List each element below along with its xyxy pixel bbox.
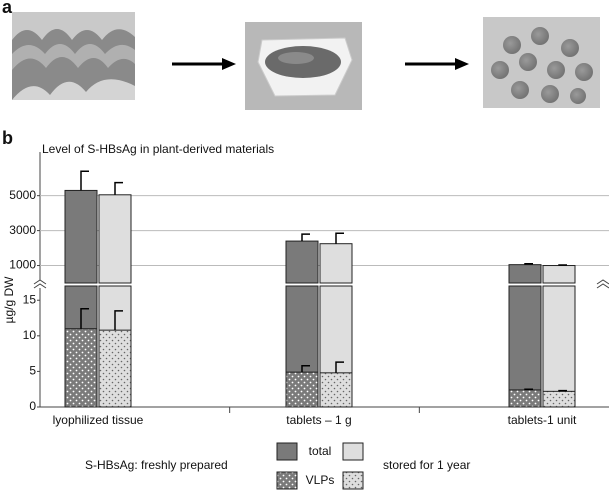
- error-bar: [80, 170, 89, 191]
- axis-break: [33, 279, 47, 289]
- y-tick-label: 3000: [9, 223, 36, 237]
- error-bar: [114, 181, 123, 195]
- y-tick-label: 5000: [9, 188, 36, 202]
- x-tick-label: tablets – 1 g: [286, 413, 351, 427]
- photo-leaves: [12, 12, 135, 100]
- panel-label: a: [2, 0, 13, 17]
- legend-row-label: VLPs: [306, 473, 335, 487]
- x-tick-label: lyophilized tissue: [53, 413, 144, 427]
- error-bar: [558, 389, 567, 392]
- legend-swatch: [342, 471, 364, 490]
- bar-vlp: [508, 389, 542, 408]
- y-axis-label: µg/g DW: [2, 276, 16, 324]
- bar-total: [542, 265, 576, 284]
- y-tick-label: 1000: [9, 258, 36, 272]
- bar-vlp: [319, 372, 353, 408]
- error-bar: [524, 263, 533, 265]
- arrow-head: [222, 58, 236, 70]
- legend-swatch: [276, 471, 298, 490]
- error-bar: [114, 310, 123, 331]
- y-tick-label: 10: [23, 328, 37, 342]
- bar-total: [508, 264, 542, 284]
- photo-tablets: [483, 17, 600, 108]
- error-bar: [301, 364, 310, 373]
- arrow-head: [455, 58, 469, 70]
- error-bar: [301, 233, 310, 242]
- error-bar: [80, 308, 89, 329]
- error-bar: [335, 361, 344, 373]
- photo-powder: [245, 22, 362, 110]
- error-bar: [558, 264, 567, 266]
- plot: 1000 3000 5000 0 5 10 15 lyophilized tissue tabl…: [9, 152, 609, 490]
- bar-vlp: [285, 371, 319, 408]
- panel-label: b: [2, 128, 13, 148]
- legend-column-label: stored for 1 year: [383, 458, 470, 472]
- legend-swatch: [342, 442, 364, 461]
- bar-vlp: [98, 329, 132, 408]
- bar-vlp: [542, 390, 576, 408]
- axis-break: [596, 279, 609, 289]
- y-tick-label: 15: [23, 292, 37, 306]
- bar-total: [64, 189, 98, 284]
- bar-total-lower: [508, 285, 542, 408]
- error-bar: [335, 232, 344, 244]
- bar-total: [319, 243, 353, 284]
- bar-total: [285, 240, 319, 284]
- chart-title: Level of S-HBsAg in plant-derived materi…: [42, 142, 274, 156]
- bar-total: [98, 194, 132, 284]
- legend-swatch: [276, 442, 298, 461]
- y-tick-label: 0: [29, 399, 36, 413]
- legend-row-label: total: [309, 444, 332, 458]
- bar-total-lower: [542, 285, 576, 408]
- bar-vlp: [64, 328, 98, 408]
- error-bar: [524, 388, 533, 390]
- y-tick-label: 5: [29, 364, 36, 378]
- legend-column-label: S-HBsAg: freshly prepared: [85, 458, 228, 472]
- x-tick-label: tablets-1 unit: [508, 413, 577, 427]
